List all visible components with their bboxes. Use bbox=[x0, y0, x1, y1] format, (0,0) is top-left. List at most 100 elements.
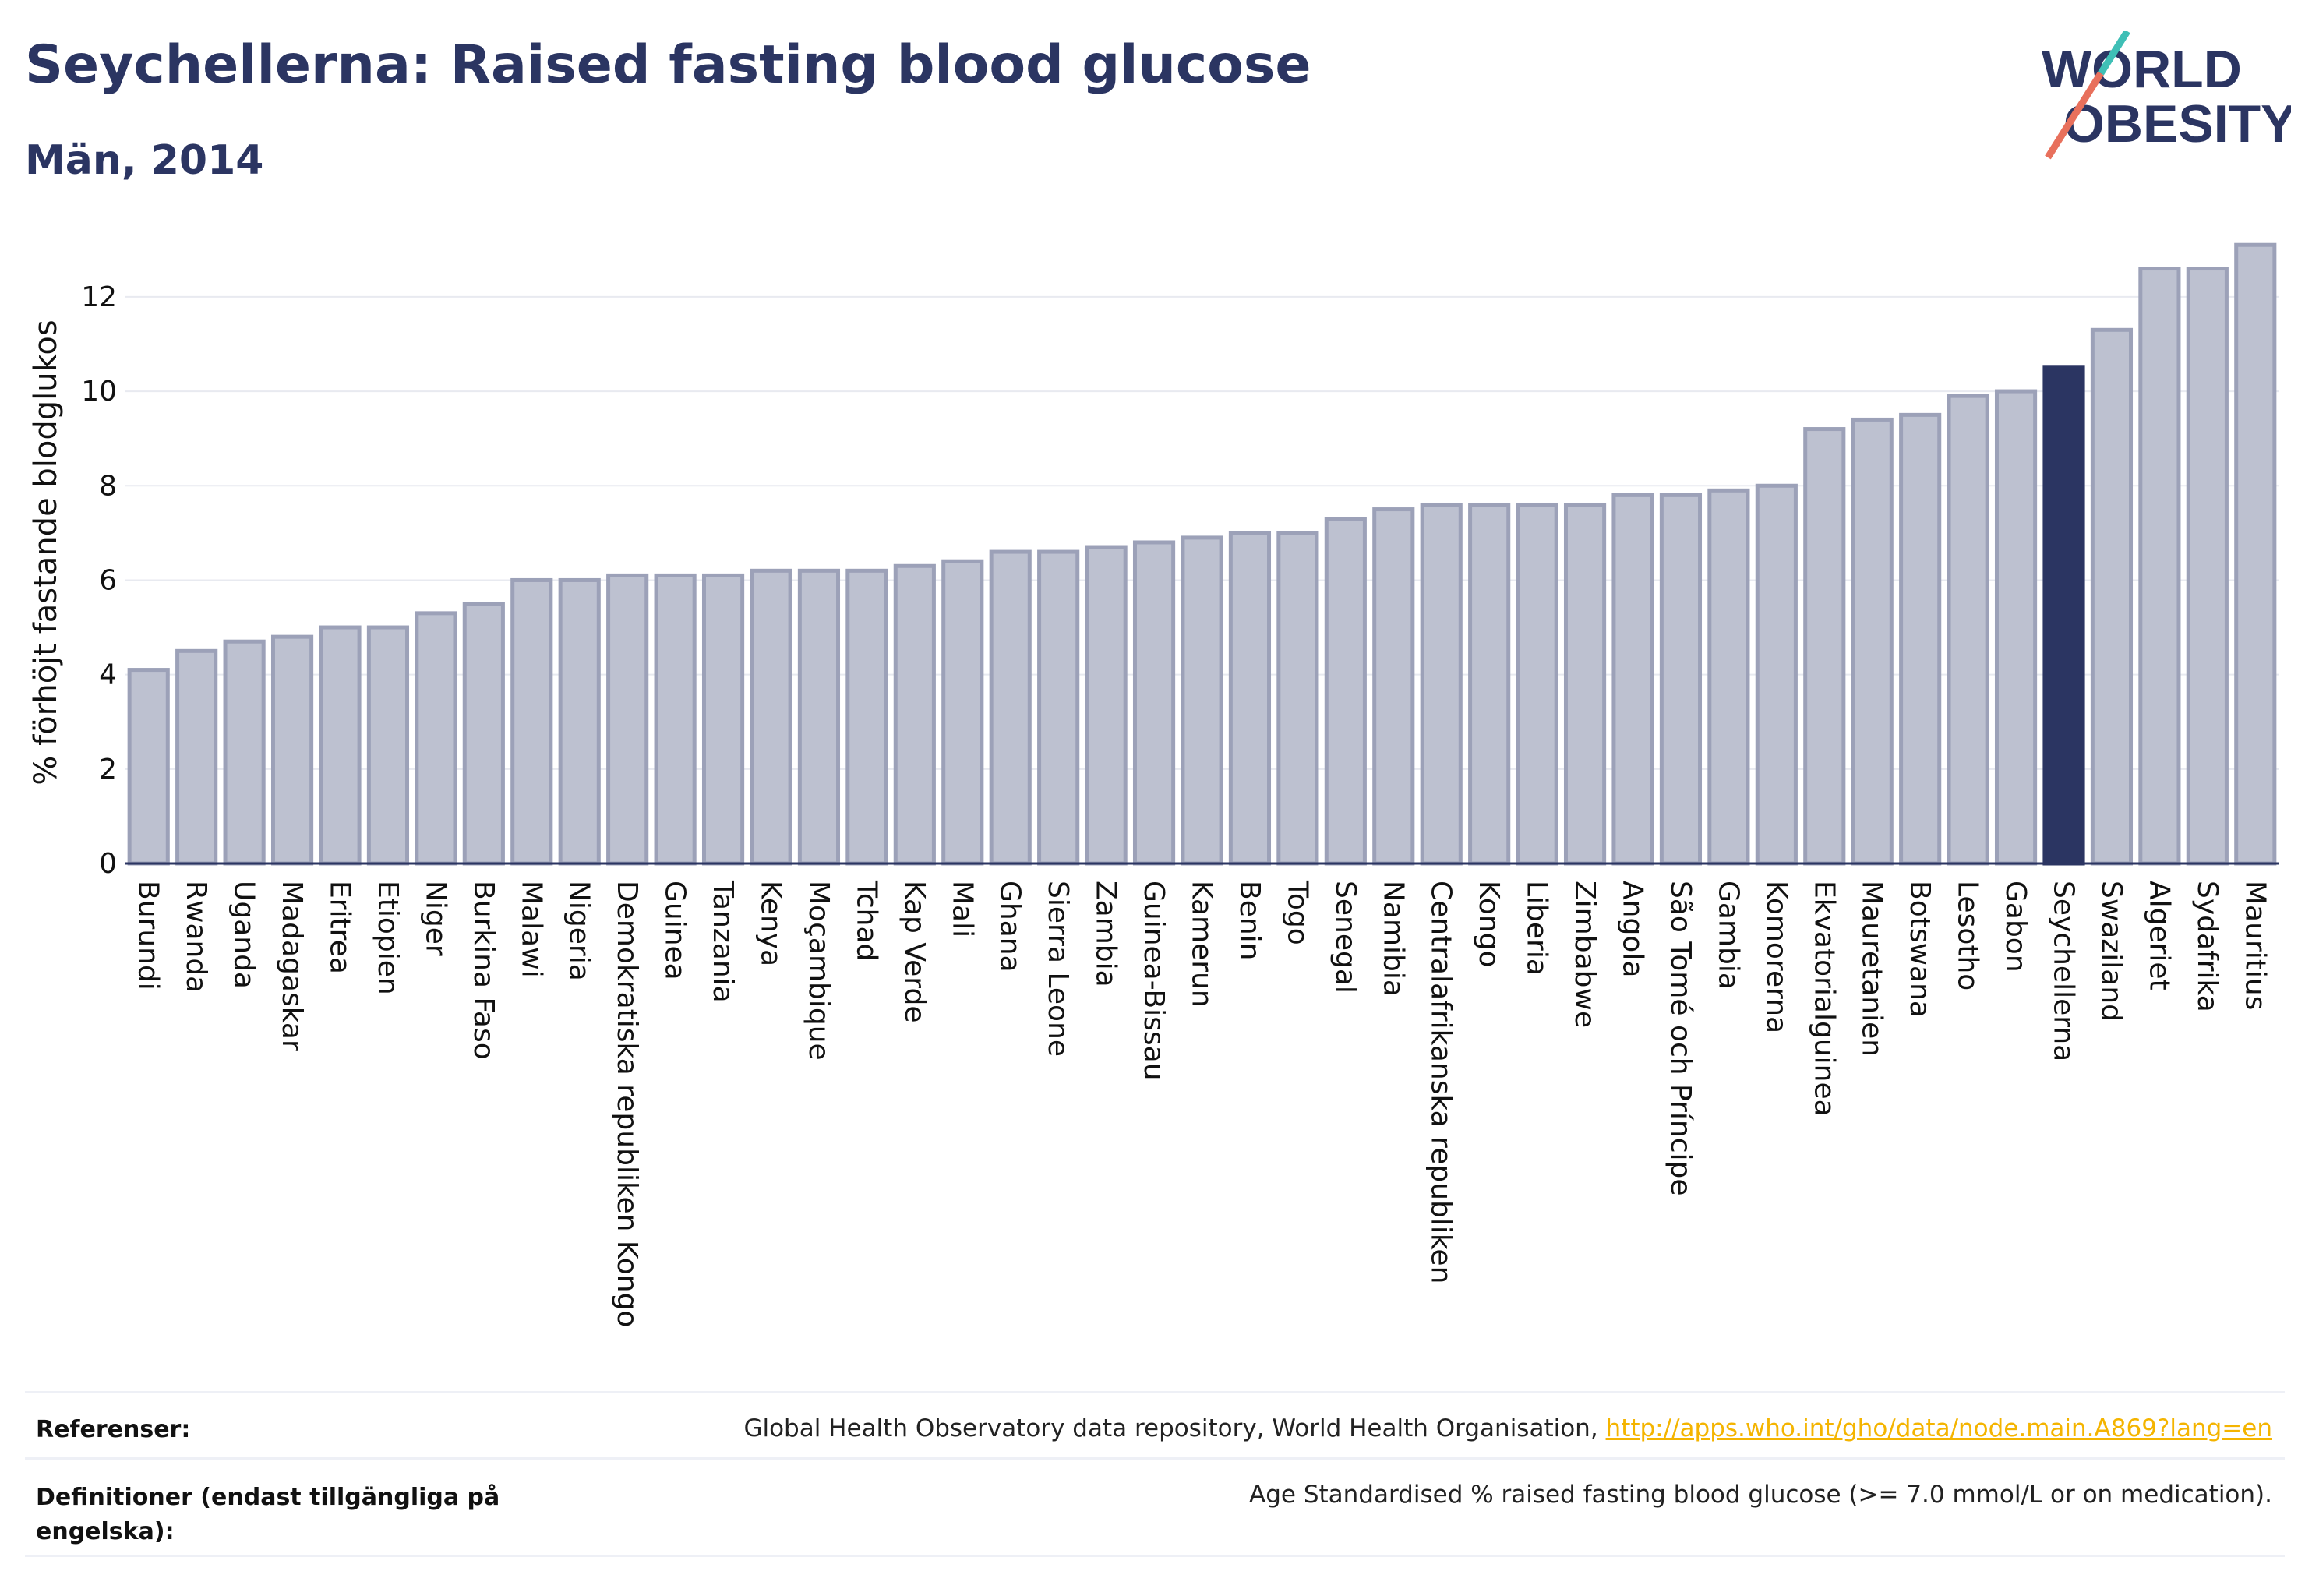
bar-eritrea bbox=[319, 625, 362, 866]
bar-sierra-leone bbox=[1037, 549, 1080, 866]
bar-malawi bbox=[510, 577, 553, 866]
bar-etiopien bbox=[366, 625, 410, 866]
x-tick-label: Lesotho bbox=[1952, 881, 1984, 990]
chart-subtitle: Män, 2014 bbox=[25, 137, 264, 184]
bar-tanzania bbox=[701, 573, 745, 866]
bar-nigeria bbox=[558, 577, 601, 866]
x-tick-label: Ekvatorialguinea bbox=[1808, 881, 1840, 1117]
bar-tchad bbox=[845, 568, 888, 866]
x-tick-label: Uganda bbox=[228, 881, 260, 989]
bar-kap-verde bbox=[893, 563, 936, 866]
x-tick-label: Etiopien bbox=[372, 881, 404, 995]
logo-line1: WORLD bbox=[2042, 40, 2242, 99]
y-tick-label: 0 bbox=[99, 848, 117, 880]
bar-benin bbox=[1228, 531, 1272, 866]
x-tick-label: Togo bbox=[1281, 880, 1313, 945]
bar-uganda bbox=[223, 639, 266, 866]
x-tick-label: Eritrea bbox=[324, 881, 356, 974]
x-tick-label: Mauritius bbox=[2239, 881, 2271, 1010]
x-tick-label: Malawi bbox=[515, 881, 547, 978]
bar-komorerna bbox=[1755, 483, 1798, 866]
references-text: Global Health Observatory data repositor… bbox=[743, 1414, 2272, 1442]
x-tick-label: Mauretanien bbox=[1856, 881, 1888, 1057]
bar-gabon bbox=[1994, 389, 2038, 866]
bar-senegal bbox=[1324, 517, 1367, 866]
footer-divider-top bbox=[25, 1391, 2285, 1393]
x-tick-label: Burundi bbox=[132, 881, 164, 990]
bar-s-o-tom-och-pr-ncipe bbox=[1659, 493, 1703, 866]
logo-slash-lower bbox=[2045, 71, 2104, 160]
bar-swaziland bbox=[2090, 327, 2134, 866]
world-obesity-logo[interactable]: WORLD OBESITY bbox=[2026, 31, 2291, 171]
x-tick-label: Kongo bbox=[1473, 881, 1505, 968]
footer-divider-middle bbox=[25, 1457, 2285, 1460]
bar-zambia bbox=[1085, 545, 1128, 866]
x-tick-label: Swaziland bbox=[2095, 881, 2127, 1022]
x-tick-label: Tanzania bbox=[707, 880, 739, 1003]
references-link[interactable]: http://apps.who.int/gho/data/node.main.A… bbox=[1605, 1414, 2272, 1442]
logo-slash-upper bbox=[2098, 31, 2130, 76]
x-tick-label: Benin bbox=[1234, 881, 1265, 960]
bar-rwanda bbox=[175, 648, 218, 866]
bar-liberia bbox=[1516, 502, 1558, 866]
y-tick-label: 2 bbox=[99, 754, 117, 786]
y-axis-label: % förhöjt fastande blodglukos bbox=[28, 320, 64, 785]
x-tick-label: Tchad bbox=[850, 880, 882, 961]
bar-burkina-faso bbox=[462, 602, 505, 866]
bar-botswana bbox=[1899, 412, 1942, 866]
bar-ekvatorialguinea bbox=[1803, 427, 1846, 866]
x-tick-label: Rwanda bbox=[180, 881, 212, 993]
bar-mali bbox=[941, 559, 984, 866]
x-tick-label: Zimbabwe bbox=[1569, 881, 1601, 1028]
x-tick-label: Algeriet bbox=[2143, 881, 2175, 990]
bar-guinea bbox=[654, 573, 697, 866]
y-tick-label: 12 bbox=[81, 281, 117, 313]
y-tick-label: 6 bbox=[99, 564, 117, 596]
bar-angola bbox=[1611, 493, 1654, 866]
definitions-label-line1: Definitioner (endast tillgängliga på bbox=[36, 1484, 500, 1511]
bar-sydafrika bbox=[2186, 267, 2229, 866]
bar-kenya bbox=[750, 568, 792, 866]
x-tick-label: Niger bbox=[419, 881, 451, 956]
bar-niger bbox=[415, 611, 457, 866]
bar-guinea-bissau bbox=[1132, 540, 1176, 866]
bar-gambia bbox=[1707, 488, 1750, 866]
x-tick-label: Zambia bbox=[1090, 881, 1122, 987]
x-tick-label: Sierra Leone bbox=[1042, 881, 1074, 1057]
bar-seychellerna bbox=[2042, 365, 2085, 866]
x-tick-label: Komorerna bbox=[1760, 881, 1792, 1033]
definitions-label-line2: engelska): bbox=[36, 1518, 175, 1545]
bar-centralafrikanska-republiken bbox=[1420, 502, 1463, 866]
x-tick-label: Sydafrika bbox=[2191, 881, 2223, 1012]
bar-chart: 0 2 4 6 8 10 12 % förhöjt fastande blodglukos Bu… bbox=[28, 242, 2279, 1327]
y-tick-label: 8 bbox=[99, 470, 117, 502]
x-tick-label: Kap Verde bbox=[898, 881, 930, 1022]
bar-madagaskar bbox=[270, 634, 314, 866]
x-tick-label: Gambia bbox=[1712, 881, 1744, 990]
bar-namibia bbox=[1372, 507, 1415, 866]
x-tick-label: Demokratiska republiken Kongo bbox=[611, 881, 643, 1327]
y-tick-label: 10 bbox=[81, 376, 117, 408]
bar-mauritius bbox=[2234, 242, 2277, 866]
x-tick-label: Ghana bbox=[994, 881, 1026, 973]
x-tick-label: Moçambique bbox=[803, 881, 835, 1061]
definitions-label: Definitioner (endast tillgängliga på enge… bbox=[36, 1481, 499, 1549]
definitions-text: Age Standardised % raised fasting blood … bbox=[1249, 1481, 2272, 1509]
bar-mauretanien bbox=[1851, 417, 1894, 866]
x-tick-label: Nigeria bbox=[563, 881, 595, 981]
x-tick-label: Burkina Faso bbox=[468, 881, 499, 1060]
bar-burundi bbox=[127, 668, 170, 866]
x-tick-label: Liberia bbox=[1521, 881, 1553, 976]
bar-algeriet bbox=[2138, 267, 2181, 866]
chart-title: Seychellerna: Raised fasting blood gluco… bbox=[25, 34, 1311, 96]
x-tick-label: Madagaskar bbox=[276, 881, 308, 1051]
references-label: Referenser: bbox=[36, 1416, 191, 1443]
bar-ghana bbox=[989, 549, 1032, 866]
bar-zimbabwe bbox=[1563, 502, 1607, 866]
x-tick-label: Guinea-Bissau bbox=[1138, 881, 1170, 1081]
bar-kamerun bbox=[1181, 535, 1223, 866]
references-source: Global Health Observatory data repositor… bbox=[743, 1414, 1606, 1442]
x-tick-label: Kamerun bbox=[1186, 881, 1218, 1008]
x-tick-label: Gabon bbox=[2000, 881, 2031, 973]
footer-divider-bottom bbox=[25, 1555, 2285, 1557]
